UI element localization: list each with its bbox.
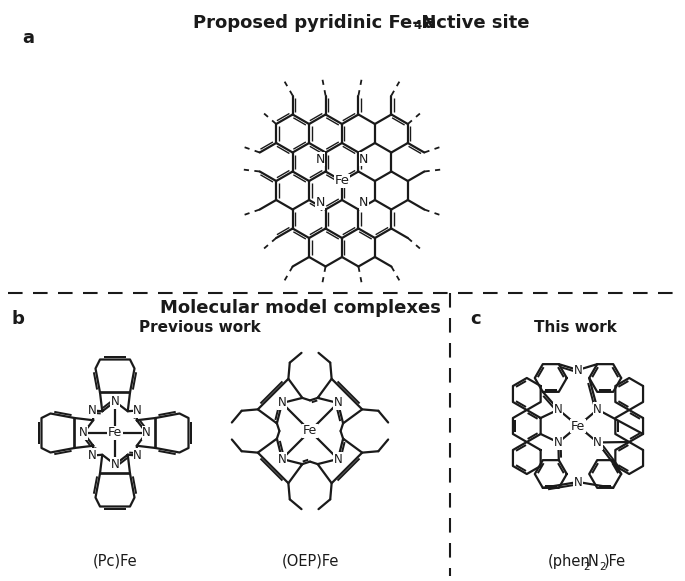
Text: N: N <box>316 153 325 166</box>
Text: N: N <box>588 554 599 569</box>
Text: Fe: Fe <box>571 419 585 432</box>
Text: N: N <box>593 403 602 416</box>
Text: (OEP)Fe: (OEP)Fe <box>282 554 338 569</box>
Text: N: N <box>573 475 582 489</box>
Text: This work: This work <box>534 320 616 335</box>
Text: N: N <box>334 396 342 410</box>
Text: N: N <box>277 396 286 410</box>
Text: N: N <box>554 436 563 449</box>
Text: b: b <box>12 310 25 328</box>
Text: c: c <box>470 310 481 328</box>
Text: 2: 2 <box>583 562 590 572</box>
Text: N: N <box>277 453 286 465</box>
Text: N: N <box>88 404 97 417</box>
Text: (Pc)Fe: (Pc)Fe <box>92 554 137 569</box>
Text: (phen: (phen <box>548 554 590 569</box>
Text: N: N <box>88 449 97 462</box>
Text: N: N <box>554 403 563 416</box>
Text: N: N <box>133 404 142 417</box>
Text: 4: 4 <box>413 19 421 32</box>
Text: Previous work: Previous work <box>139 320 261 335</box>
Text: Fe: Fe <box>334 174 349 188</box>
Text: N: N <box>334 453 342 465</box>
Text: Molecular model complexes: Molecular model complexes <box>160 299 440 317</box>
Text: a: a <box>22 29 34 47</box>
Text: Proposed pyridinic Fe–N: Proposed pyridinic Fe–N <box>193 14 436 32</box>
Text: N: N <box>359 196 369 209</box>
Text: N: N <box>593 436 602 449</box>
Text: )Fe: )Fe <box>604 554 626 569</box>
Text: N: N <box>359 153 369 166</box>
Text: N: N <box>110 458 119 471</box>
Text: Fe: Fe <box>108 426 122 439</box>
Text: 2: 2 <box>599 562 606 572</box>
Text: N: N <box>133 449 142 462</box>
Text: N: N <box>316 196 325 209</box>
Text: Fe: Fe <box>303 425 317 437</box>
Text: active site: active site <box>418 14 530 32</box>
Text: N: N <box>79 426 88 439</box>
Text: N: N <box>573 364 582 376</box>
Text: N: N <box>142 426 151 439</box>
Text: N: N <box>110 395 119 408</box>
